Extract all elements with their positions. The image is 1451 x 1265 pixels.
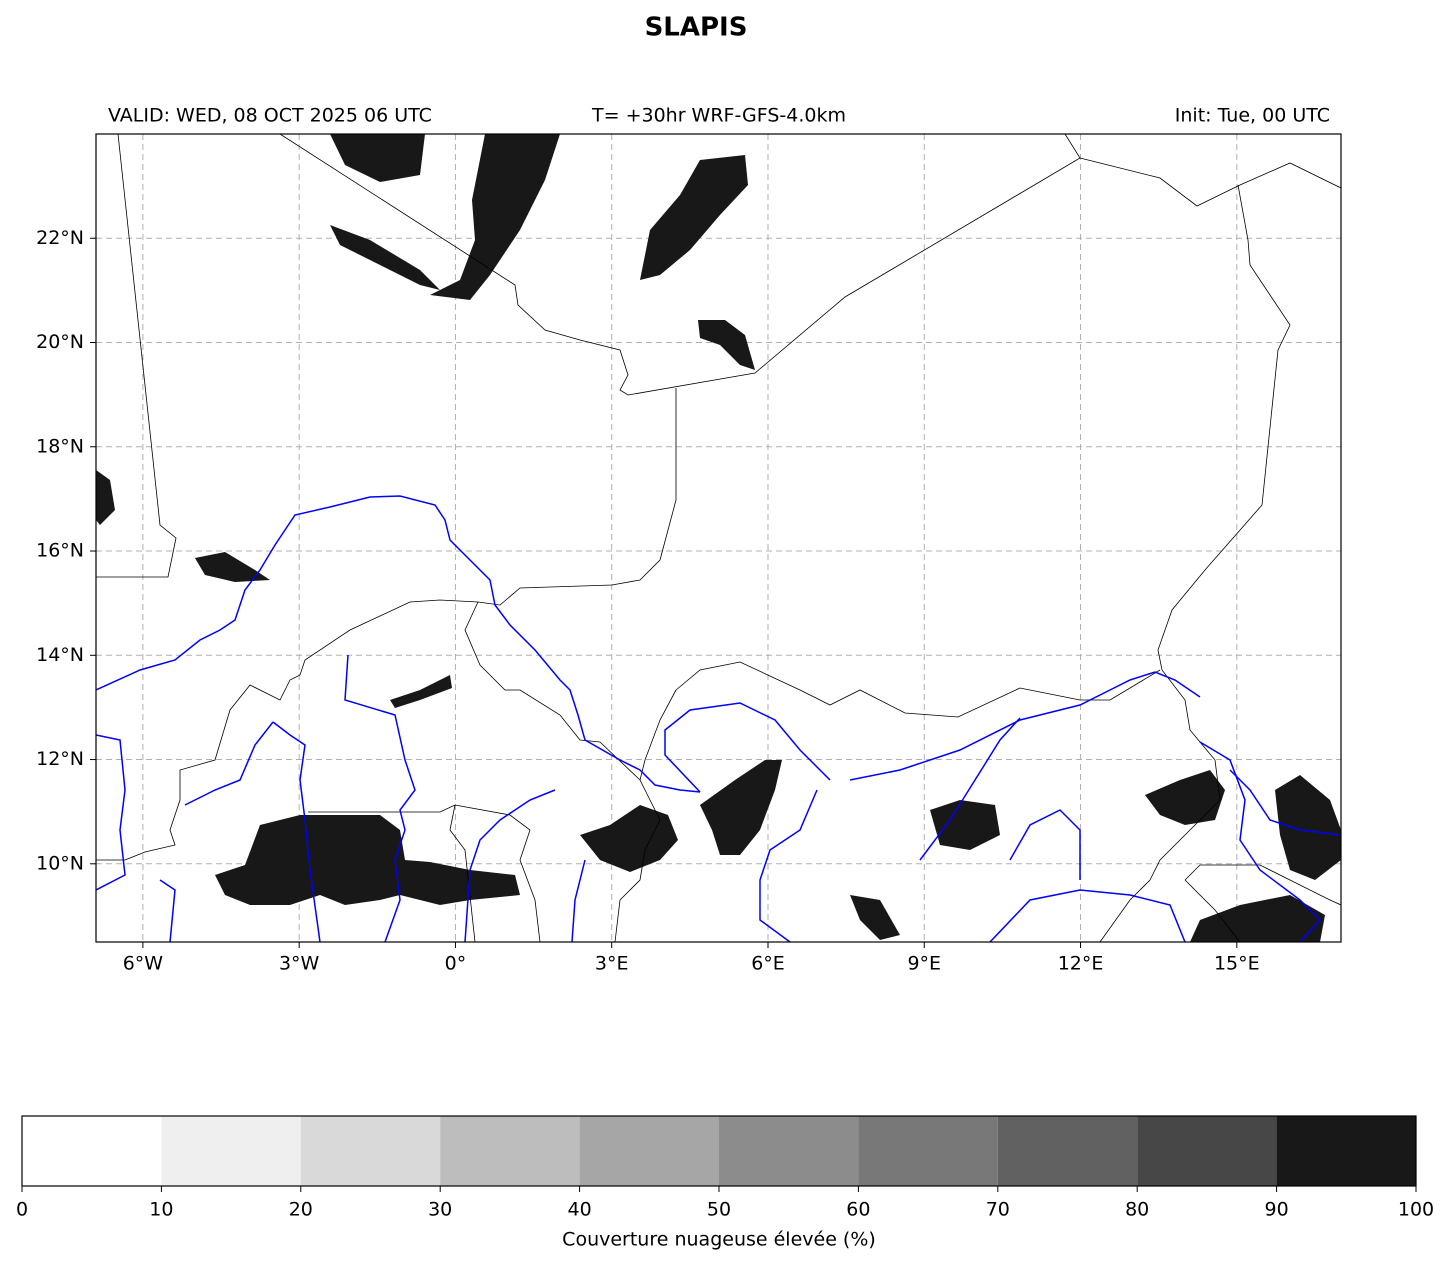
y-tick-label: 14°N xyxy=(36,644,84,666)
border xyxy=(1184,879,1241,942)
river xyxy=(919,717,1021,861)
cloud xyxy=(580,805,678,872)
y-tick-label: 20°N xyxy=(36,331,84,353)
border xyxy=(639,689,677,781)
map-layers xyxy=(96,134,1341,942)
river xyxy=(849,671,1201,781)
colorbar-segment xyxy=(858,1116,998,1186)
cloud xyxy=(96,470,115,525)
border xyxy=(1157,184,1291,743)
colorbar-segment xyxy=(719,1116,859,1186)
river xyxy=(1199,741,1322,942)
river xyxy=(96,734,126,891)
y-tick-label: 12°N xyxy=(36,748,84,770)
x-tick-label: 6°W xyxy=(123,953,164,975)
cloud xyxy=(330,225,440,290)
forecast-info: T= +30hr WRF-GFS-4.0km xyxy=(591,105,846,127)
cloud xyxy=(700,760,782,855)
border xyxy=(599,741,661,942)
cloud xyxy=(640,155,748,280)
y-tick-label: 16°N xyxy=(36,540,84,562)
map-frame xyxy=(95,133,1342,943)
title: SLAPIS xyxy=(645,13,748,43)
colorbar-tick-label: 20 xyxy=(289,1199,313,1221)
colorbar-tick-label: 60 xyxy=(846,1199,870,1221)
river xyxy=(759,789,818,942)
border xyxy=(675,661,1161,718)
cloud xyxy=(1275,775,1341,880)
cloud xyxy=(430,134,560,300)
cloud xyxy=(390,675,452,708)
y-tick-label: 18°N xyxy=(36,435,84,457)
valid-time: VALID: WED, 08 OCT 2025 06 UTC xyxy=(108,105,432,127)
river xyxy=(96,495,701,793)
border xyxy=(96,134,177,578)
colorbar-tick-label: 50 xyxy=(707,1199,731,1221)
y-tick-label: 22°N xyxy=(36,227,84,249)
colorbar-tick-label: 10 xyxy=(149,1199,173,1221)
x-tick-label: 9°E xyxy=(907,953,941,975)
colorbar-segment xyxy=(1276,1116,1416,1186)
river xyxy=(272,721,321,942)
borders xyxy=(96,134,1341,942)
colorbar-tick-label: 80 xyxy=(1125,1199,1149,1221)
colorbar-tick-label: 100 xyxy=(1398,1199,1434,1221)
river xyxy=(989,889,1186,942)
cloud xyxy=(1145,770,1225,825)
cloud xyxy=(698,320,755,370)
y-tick-label: 10°N xyxy=(36,852,84,874)
x-tick-label: 3°E xyxy=(595,953,629,975)
colorbar-tick-label: 30 xyxy=(428,1199,452,1221)
border xyxy=(96,388,677,861)
colorbar-segment xyxy=(440,1116,580,1186)
cloud xyxy=(1190,895,1325,942)
x-tick-label: 3°W xyxy=(279,953,320,975)
colorbar-segment xyxy=(161,1116,301,1186)
colorbar-segment xyxy=(579,1116,719,1186)
colorbar-tick-label: 70 xyxy=(986,1199,1010,1221)
clouds xyxy=(96,134,1341,942)
x-tick-label: 6°E xyxy=(751,953,785,975)
river xyxy=(184,721,274,806)
colorbar-segment xyxy=(1137,1116,1277,1186)
rivers xyxy=(96,495,1341,942)
river xyxy=(464,789,556,942)
colorbar-segment xyxy=(300,1116,441,1186)
colorbar-tick-label: 90 xyxy=(1265,1199,1289,1221)
border xyxy=(464,601,601,743)
river xyxy=(1009,809,1081,880)
border xyxy=(279,134,1081,396)
river xyxy=(344,654,416,942)
river xyxy=(159,879,176,942)
border xyxy=(449,804,476,942)
cloud xyxy=(215,815,520,905)
cloud xyxy=(195,552,270,582)
x-tick-label: 15°E xyxy=(1214,953,1260,975)
cloud xyxy=(330,134,425,182)
cloud xyxy=(850,895,900,940)
border xyxy=(1079,157,1341,207)
colorbar-segment xyxy=(997,1116,1138,1186)
colorbar: 0 10 20 30 40 50 60 70 80 90 100 xyxy=(16,1115,1434,1221)
colorbar-tick-label: 40 xyxy=(568,1199,592,1221)
init-time: Init: Tue, 00 UTC xyxy=(1175,105,1330,127)
river xyxy=(571,859,586,942)
river xyxy=(664,702,831,793)
river xyxy=(1229,769,1341,836)
colorbar-segment xyxy=(22,1116,162,1186)
border xyxy=(1099,741,1221,942)
colorbar-label: Couverture nuageuse élevée (%) xyxy=(562,1229,876,1251)
x-tick-label: 12°E xyxy=(1058,953,1104,975)
colorbar-tick-label: 0 xyxy=(16,1199,28,1221)
border xyxy=(1184,864,1341,906)
border xyxy=(308,804,541,942)
x-tick-label: 0° xyxy=(445,953,467,975)
cloud xyxy=(930,800,1000,850)
